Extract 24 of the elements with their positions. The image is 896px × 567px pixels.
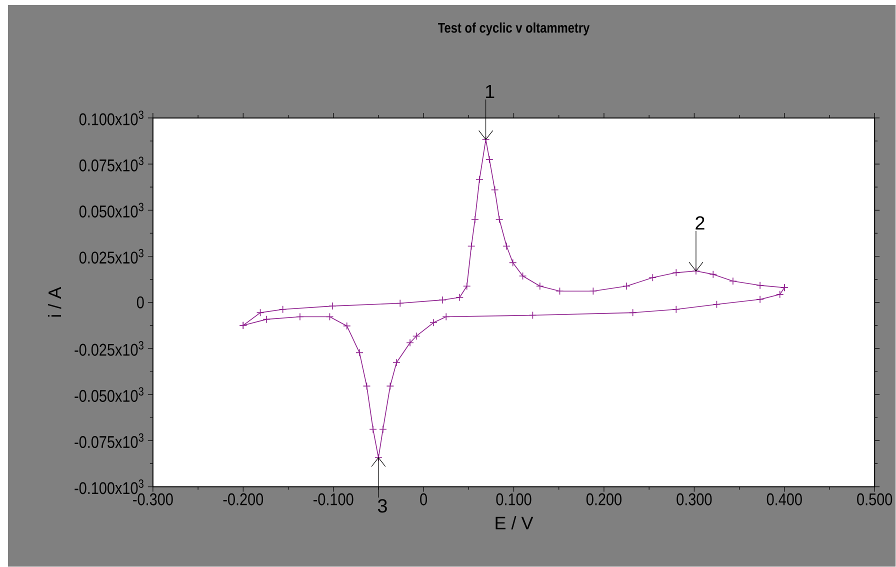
x-tick-label: -0.200 (223, 493, 264, 506)
y-tick-label: -0.050x10$^{3}$ (74, 387, 144, 402)
annotation: 3 (378, 499, 387, 513)
y-tick-label: 0 (136, 296, 144, 309)
x-tick-label: 0 (420, 493, 428, 506)
y-tick-label: 0.100x10$^{3}$ (79, 110, 144, 126)
x-tick-label: 0.500 (857, 493, 892, 506)
chart-title: Test of cyclic v oltammetry (438, 22, 590, 36)
y-tick-label: 0.050x10$^{3}$ (79, 202, 144, 218)
x-tick-label: 0.300 (676, 493, 712, 506)
x-tick-label: -0.100 (314, 493, 354, 506)
x-tick-label: -0.300 (133, 493, 173, 506)
y-tick-label: -0.025x10$^{3}$ (74, 341, 144, 356)
y-tick-label: 0.025x10$^{3}$ (79, 249, 144, 264)
x-tick-label: 0.200 (586, 493, 622, 506)
y-tick-label: -0.075x10$^{3}$ (74, 433, 144, 448)
x-tick-label: 0.100 (496, 493, 532, 506)
x-axis-title: E / V (496, 516, 534, 530)
annotation: 2 (696, 216, 704, 230)
annotation: 1 (486, 85, 494, 98)
y-tick-label: -0.100x10$^{3}$ (74, 480, 144, 494)
x-tick-label: 0.400 (766, 493, 802, 506)
y-axis-title: i / A (48, 287, 62, 317)
y-tick-label: 0.075x10$^{3}$ (79, 156, 144, 172)
